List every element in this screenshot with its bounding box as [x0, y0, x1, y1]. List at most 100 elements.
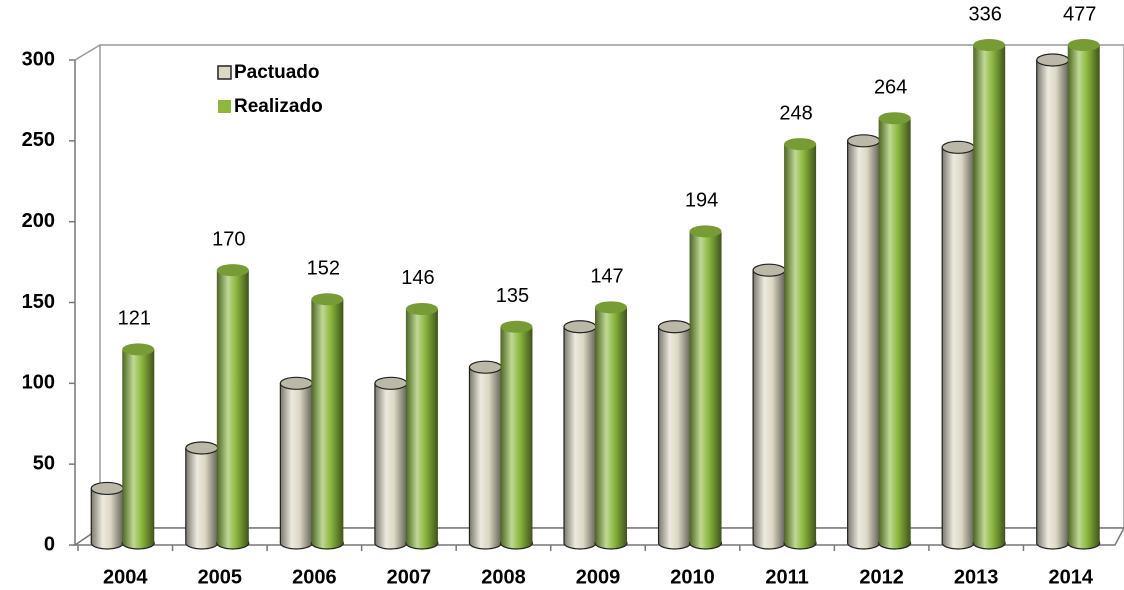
bar-body [564, 326, 596, 543]
bar [374, 376, 408, 550]
x-tick-label: 2009 [576, 566, 621, 588]
y-tick-label: 200 [22, 210, 55, 232]
bar-cap [1036, 53, 1070, 67]
bar [216, 264, 250, 550]
x-tick-label: 2008 [481, 566, 526, 588]
data-label: 121 [118, 308, 151, 330]
bar [752, 263, 786, 550]
bar [972, 39, 1006, 550]
bar [1067, 39, 1101, 550]
data-label: 264 [874, 76, 907, 98]
data-label: 152 [307, 258, 340, 280]
bar-cap [847, 134, 881, 148]
wall-edge [74, 44, 101, 61]
y-tick-label: 100 [22, 372, 55, 394]
bar [121, 343, 155, 550]
bar-body [405, 308, 438, 543]
bar-cap [122, 343, 155, 356]
bar-cap [1067, 39, 1100, 51]
bar [688, 225, 723, 550]
bar-body [847, 140, 880, 544]
data-label: 146 [401, 267, 434, 289]
bar [783, 138, 817, 550]
bar [279, 376, 313, 550]
bar [310, 293, 344, 550]
bar [657, 320, 692, 550]
bar-cap [973, 39, 1006, 51]
bar-body [784, 144, 817, 544]
bar-cap [405, 302, 438, 315]
data-label: 248 [779, 102, 812, 124]
legend-label: Pactuado [234, 62, 320, 83]
x-tick-label: 2007 [387, 566, 432, 588]
bar-body [500, 326, 533, 543]
y-tick-label: 300 [22, 48, 55, 70]
data-label: 170 [212, 228, 245, 250]
x-tick-label: 2005 [198, 566, 243, 588]
legend-swatch [217, 65, 232, 80]
bar-body [311, 299, 344, 543]
bar-cap [657, 320, 692, 334]
bar-body [753, 270, 786, 543]
bar-cap [468, 360, 503, 374]
bar [847, 134, 881, 550]
bar-cap [90, 481, 124, 496]
bar [594, 301, 628, 550]
bar-cap [689, 225, 722, 238]
y-tick-label: 50 [33, 452, 55, 474]
bar [90, 481, 124, 550]
bar-body [658, 326, 691, 543]
x-tick-label: 2013 [954, 566, 999, 588]
x-tick-label: 2006 [292, 566, 337, 588]
y-tick-label: 250 [22, 129, 55, 151]
bar-body [878, 118, 911, 543]
bar [468, 360, 503, 550]
bar [563, 320, 597, 550]
bar-cap [752, 263, 786, 277]
bar-cap [185, 441, 219, 455]
x-tick-label: 2010 [670, 566, 715, 588]
bar-body [185, 448, 218, 543]
x-tick-label: 2011 [765, 566, 808, 588]
bar [499, 320, 534, 550]
x-tick-label: 2004 [103, 566, 148, 588]
data-label: 147 [590, 266, 623, 288]
bar-body [973, 45, 1006, 543]
bar-cap [784, 138, 817, 151]
data-label: 194 [685, 190, 718, 212]
y-tick-label: 150 [22, 291, 55, 313]
bar-body [91, 488, 124, 543]
bar-body [689, 231, 722, 543]
bar-body [1067, 45, 1100, 543]
y-tick-label: 0 [44, 533, 55, 555]
bar-body [216, 270, 249, 543]
bar [1036, 53, 1070, 550]
bar-cap [878, 112, 911, 125]
x-tick-label: 2012 [859, 566, 904, 588]
bar [878, 112, 912, 550]
bar-cap [216, 264, 249, 277]
bar-body [1036, 60, 1069, 543]
bar [185, 441, 219, 550]
bar-body [942, 147, 975, 544]
bar-cap [563, 320, 597, 334]
bar-body [595, 307, 627, 543]
x-tick-label: 2014 [1048, 566, 1093, 588]
bar-body [374, 383, 407, 543]
bar-cap [500, 320, 533, 333]
data-label: 477 [1063, 3, 1096, 25]
bar-cap [311, 293, 344, 306]
bar-cap [374, 376, 408, 390]
legend-label: Realizado [234, 96, 323, 117]
bar-cap [941, 140, 975, 154]
data-label: 336 [968, 3, 1001, 25]
bar-cap [595, 301, 627, 314]
bar-body [122, 349, 155, 543]
bar-cap [279, 376, 313, 390]
bar-body [280, 383, 313, 543]
legend-swatch [218, 100, 231, 113]
data-label: 135 [496, 285, 529, 307]
bar [405, 302, 439, 550]
bar-body [469, 367, 502, 543]
